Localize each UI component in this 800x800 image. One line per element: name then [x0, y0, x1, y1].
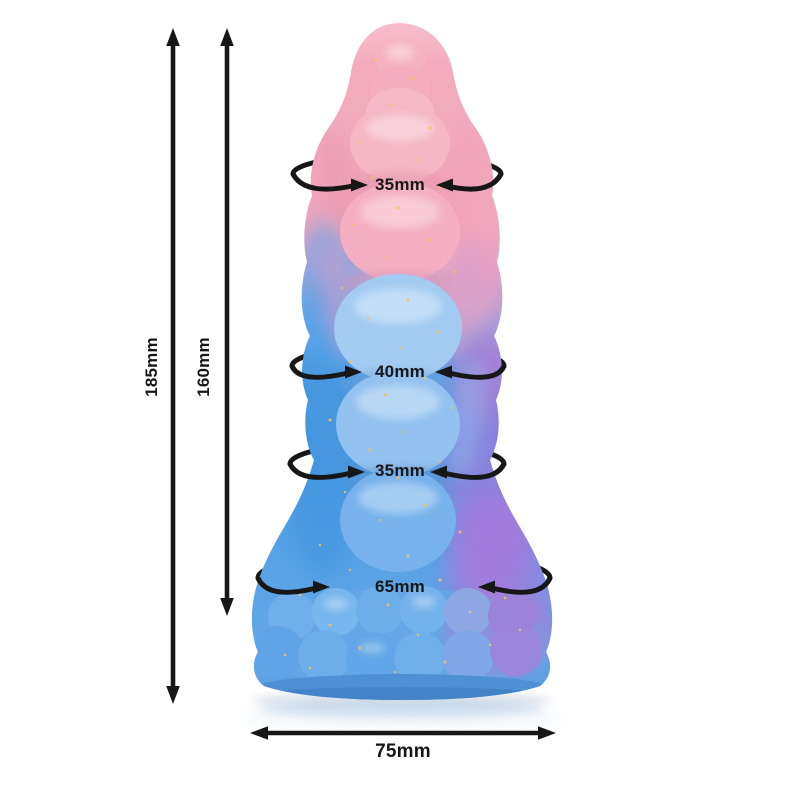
- ring-arrowheads: [313, 178, 495, 594]
- dimension-arrowheads: [166, 28, 556, 740]
- total-length-label: 185mm: [142, 337, 161, 397]
- dimension-arrows: [170, 44, 540, 736]
- base-width-label: 75mm: [375, 741, 431, 762]
- diameter-label-upper-mid: 40mm: [375, 362, 425, 381]
- diameter-label-lower-mid: 35mm: [375, 461, 425, 480]
- insertable-length-label: 160mm: [194, 337, 213, 397]
- diameter-label-top: 35mm: [375, 175, 425, 194]
- glitter-specks: [283, 58, 522, 674]
- diameter-label-base-shaft: 65mm: [375, 577, 425, 596]
